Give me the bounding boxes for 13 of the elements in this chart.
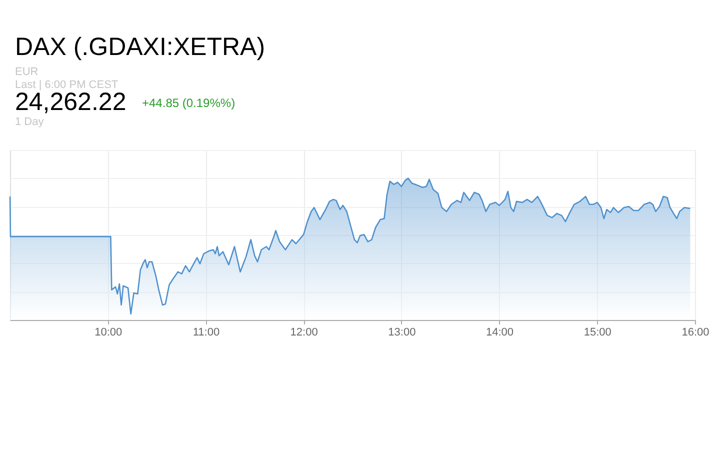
x-tick-label: 11:00 [192,326,220,338]
chart-title: DAX (.GDAXI:XETRA) [15,33,266,61]
x-tick-label: 12:00 [290,326,318,338]
x-tick-label: 15:00 [584,326,612,338]
text: 24,262.22 [15,88,126,116]
x-tick-label: 14:00 [486,326,514,338]
text: EUR [15,66,38,78]
x-tick-label: 13:00 [388,326,416,338]
x-tick-label: 16:00 [682,326,710,338]
x-tick-label: 10:00 [94,326,122,338]
text: 1 Day [15,116,44,128]
text: +44.85 (0.19%%) [142,96,236,110]
text: Last | 6:00 PM CEST [15,79,118,91]
